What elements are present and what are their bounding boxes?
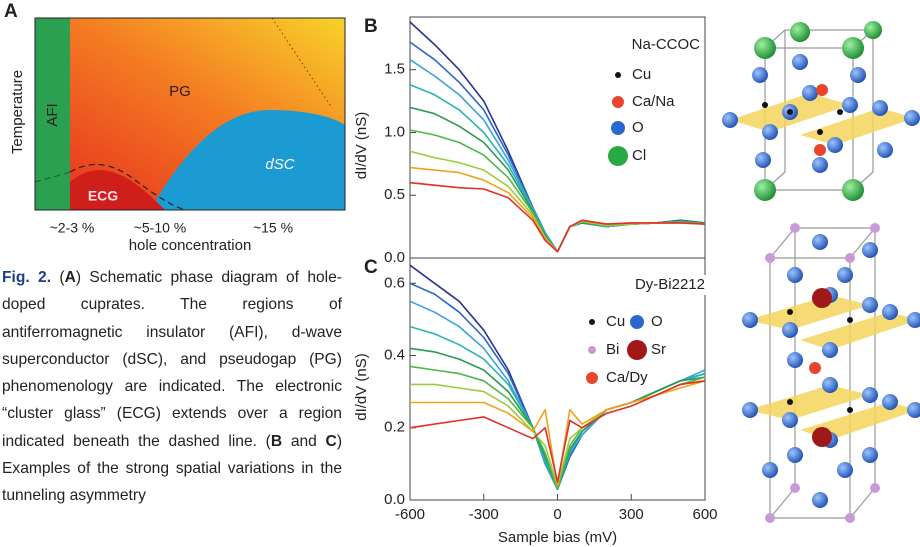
legend-label: Sr [651, 341, 666, 358]
legend-label: Ca/Na [632, 93, 675, 110]
legend-swatch [627, 340, 647, 360]
legend-label: Cu [632, 66, 651, 83]
region-label: dSC [265, 156, 294, 173]
legend-swatch [612, 96, 624, 108]
y-tick-label: 0.4 [384, 346, 405, 363]
legend-swatch [588, 346, 596, 354]
y-tick-label: 0.0 [384, 249, 405, 266]
x-mark: ~5-10 % [134, 220, 187, 236]
curve [410, 22, 705, 252]
x-tick-label: 0 [553, 506, 561, 523]
legend-label: Ca/Dy [606, 369, 648, 386]
legend-swatch [611, 121, 625, 135]
curve [410, 168, 705, 252]
x-tick-label: -600 [395, 506, 425, 523]
crystal-structure [722, 21, 920, 201]
legend-swatch [586, 372, 598, 384]
legend-swatch [589, 319, 595, 325]
curve [410, 42, 705, 252]
caption-text: ) Schematic phase diagram of hole-doped … [2, 269, 342, 450]
legend-label: Cu [606, 313, 625, 330]
caption-text: and [282, 433, 325, 450]
crystal-structure [742, 223, 920, 523]
axis-label: Temperature [9, 70, 26, 154]
caption: Fig. 2. (A) Schematic phase diagram of h… [2, 264, 342, 510]
panel-letter: A [4, 1, 18, 22]
legend-label: O [651, 313, 663, 330]
region-label: AFI [44, 103, 61, 126]
axis-label: Sample bias (mV) [498, 529, 617, 546]
panel-letter: C [364, 257, 378, 278]
axis-label: hole concentration [129, 237, 252, 254]
curve [410, 366, 705, 489]
y-tick-label: 1.5 [384, 61, 405, 78]
legend-label: Cl [632, 147, 646, 164]
axis-label: dI/dV (nS) [353, 112, 370, 180]
curve [410, 381, 705, 486]
caption-text: A [65, 269, 76, 286]
x-tick-label: 300 [619, 506, 644, 523]
curve [410, 107, 705, 251]
caption-text: ( [51, 269, 65, 286]
curve [410, 151, 705, 251]
legend-swatch [615, 72, 621, 78]
x-mark: ~2-3 % [50, 220, 95, 236]
y-tick-label: 0.5 [384, 186, 405, 203]
y-tick-label: 1.0 [384, 123, 405, 140]
x-mark: ~15 % [253, 220, 293, 236]
axis-label: dI/dV (nS) [353, 353, 370, 421]
legend-title: Na-CCOC [632, 36, 701, 53]
caption-lead: Fig. 2. [2, 269, 51, 286]
region-label: PG [169, 83, 191, 100]
region-label: ECG [88, 188, 118, 204]
x-tick-label: -300 [469, 506, 499, 523]
curve [410, 183, 705, 252]
caption-text: B [271, 433, 282, 450]
curve [410, 381, 705, 486]
legend-label: O [632, 119, 644, 136]
curve [410, 265, 705, 489]
page: { "panel_a": { "panel_label": "A", "y_la… [0, 0, 920, 547]
caption-text: C [326, 433, 337, 450]
curve [410, 130, 705, 252]
x-tick-label: 600 [692, 506, 717, 523]
curve [410, 348, 705, 489]
legend-swatch [608, 146, 628, 166]
panel-letter: B [364, 16, 378, 37]
y-tick-label: 0.2 [384, 419, 405, 436]
phase-diagram: A Temperature AFI PG ECG dSC ~2-3 % ~5-1… [4, 1, 345, 254]
legend-title: Dy-Bi2212 [635, 276, 705, 293]
curve [410, 381, 705, 482]
y-tick-label: 0.6 [384, 274, 405, 291]
legend-label: Bi [606, 341, 619, 358]
legend-swatch [630, 315, 644, 329]
